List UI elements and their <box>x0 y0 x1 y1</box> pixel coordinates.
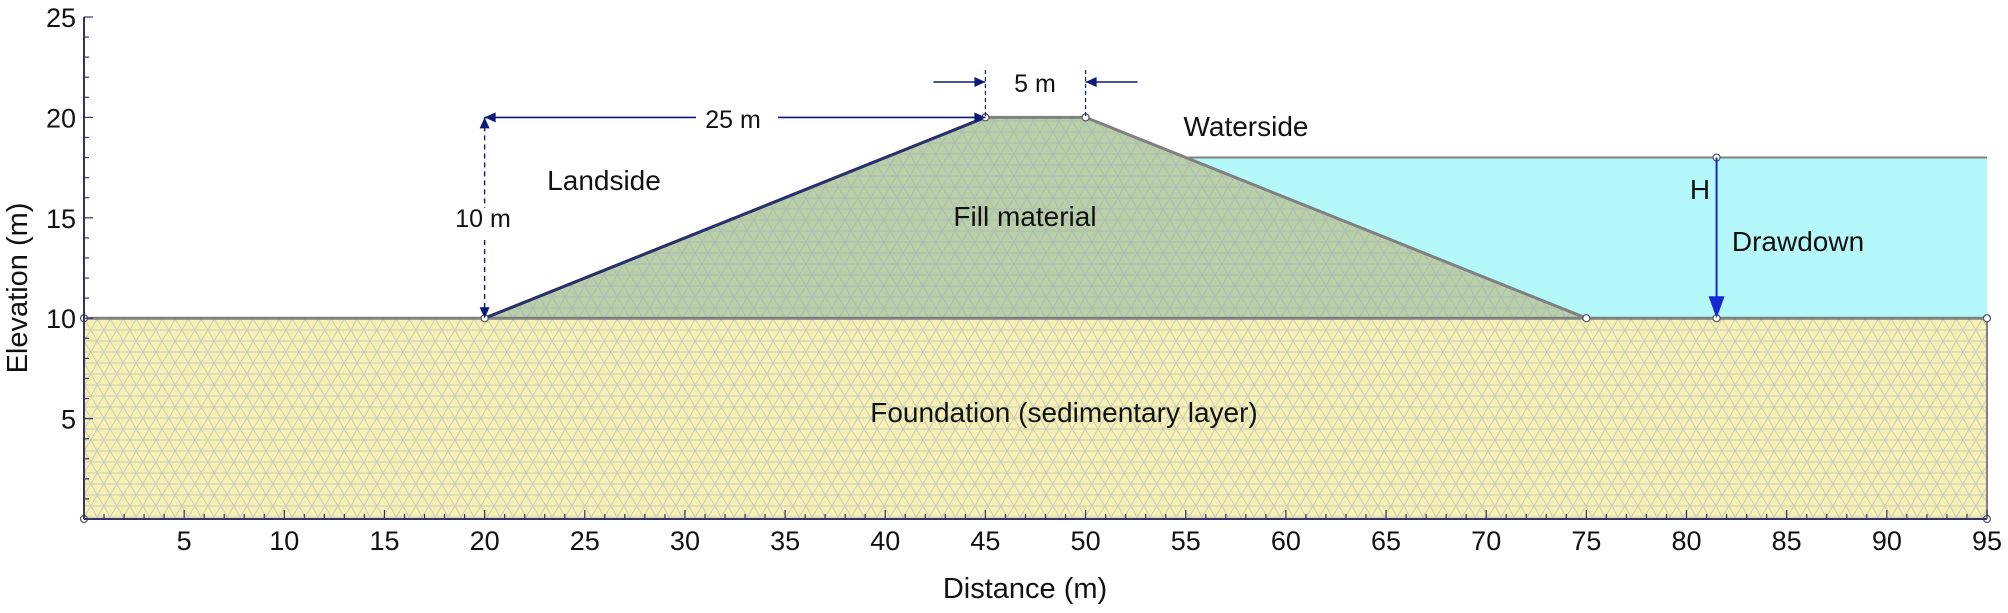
water-height-label: H <box>1690 174 1710 205</box>
waterside-label: Waterside <box>1183 111 1308 142</box>
x-tick-label: 35 <box>770 526 800 556</box>
x-tick-label: 70 <box>1471 526 1501 556</box>
x-tick-label: 75 <box>1571 526 1601 556</box>
drawdown-label: Drawdown <box>1732 226 1864 257</box>
levee-height-label: 10 m <box>455 205 511 233</box>
region-labels: Landside Waterside Fill material Foundat… <box>2 70 1864 605</box>
soil-regions <box>79 113 1992 524</box>
levee-fill-mesh <box>484 117 1587 319</box>
y-axis-title: Elevation (m) <box>2 203 34 374</box>
slope-arrowhead-left <box>484 112 496 123</box>
y-tick-label: 20 <box>46 103 76 133</box>
height-arrowhead-bottom <box>479 307 490 319</box>
x-tick-label: 50 <box>1071 526 1101 556</box>
x-tick-label: 60 <box>1271 526 1301 556</box>
y-tick-label: 10 <box>46 304 76 334</box>
x-tick-label: 25 <box>570 526 600 556</box>
landside-slope <box>484 116 986 320</box>
annotations <box>479 70 1725 319</box>
foundation-mesh <box>84 318 1987 519</box>
x-tick-label: 20 <box>470 526 500 556</box>
x-tick-label: 30 <box>670 526 700 556</box>
x-tick-label: 95 <box>1972 526 2002 556</box>
x-tick-label: 90 <box>1872 526 1902 556</box>
height-arrowhead-top <box>479 117 490 129</box>
fill-material-label: Fill material <box>953 201 1096 232</box>
landside-label: Landside <box>547 165 661 196</box>
y-tick-label: 5 <box>61 405 76 435</box>
y-tick-label: 15 <box>46 204 76 234</box>
x-tick-label: 80 <box>1672 526 1702 556</box>
x-tick-label: 5 <box>177 526 192 556</box>
x-tick-label: 85 <box>1772 526 1802 556</box>
node-point <box>1582 314 1591 323</box>
reservoir-water <box>1185 157 1987 319</box>
axes: 5 10 15 20 25 30 35 40 45 50 55 60 65 70 75 80 85 90 95 5 10… <box>46 3 2002 556</box>
crest-width-label: 5 m <box>1014 70 1056 98</box>
drawdown-arrowhead <box>1708 296 1725 319</box>
x-axis-title: Distance (m) <box>943 573 1107 605</box>
y-tick-label: 25 <box>46 3 76 33</box>
foundation-label: Foundation (sedimentary layer) <box>870 397 1258 428</box>
crest-arrowhead-right <box>1085 77 1097 87</box>
slope-arrowhead-right <box>974 112 986 123</box>
x-tick-label: 15 <box>369 526 399 556</box>
crest-arrowhead-left <box>974 77 986 87</box>
node-point <box>1982 314 1992 323</box>
x-tick-label: 65 <box>1371 526 1401 556</box>
slope-width-label: 25 m <box>705 106 761 134</box>
x-tick-label: 40 <box>870 526 900 556</box>
x-tick-label: 10 <box>269 526 299 556</box>
x-tick-label: 45 <box>970 526 1000 556</box>
x-tick-label: 55 <box>1171 526 1201 556</box>
